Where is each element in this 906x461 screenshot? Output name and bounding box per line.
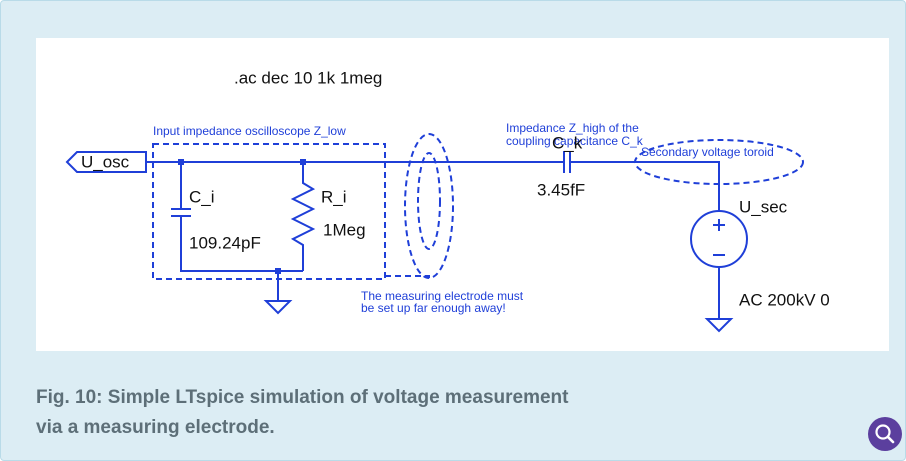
source-signs bbox=[713, 219, 725, 256]
schematic-panel: .ac dec 10 1k 1meg Impedance Z_high of t… bbox=[36, 38, 889, 351]
note: The measuring electrode must bbox=[361, 289, 524, 303]
note: be set up far enough away! bbox=[361, 301, 506, 315]
component-value: 109.24pF bbox=[189, 233, 261, 252]
junction bbox=[275, 268, 281, 274]
junction bbox=[300, 159, 306, 165]
voltage-source bbox=[690, 210, 748, 268]
components bbox=[171, 162, 316, 301]
port-label: U_osc bbox=[81, 152, 130, 171]
ground bbox=[263, 300, 734, 333]
note: coupling capacitance C_k bbox=[506, 134, 644, 148]
zoom-icon bbox=[875, 424, 895, 444]
wire bbox=[146, 161, 720, 319]
schematic: .ac dec 10 1k 1meg Impedance Z_high of t… bbox=[65, 68, 830, 333]
capacitor bbox=[563, 151, 571, 173]
port-flag bbox=[65, 151, 147, 173]
directive: .ac dec 10 1k 1meg bbox=[234, 68, 382, 87]
component-value: 1Meg bbox=[323, 220, 366, 239]
note: Input impedance oscilloscope Z_low bbox=[153, 124, 346, 138]
component-name: R_i bbox=[321, 187, 347, 206]
component-value: AC 200kV 0 bbox=[739, 290, 830, 309]
note: Impedance Z_high of the bbox=[506, 121, 639, 135]
note: Secondary voltage toroid bbox=[641, 145, 774, 159]
secondary-toroid bbox=[634, 139, 804, 185]
caption-line: Fig. 10: Simple LTspice simulation of vo… bbox=[36, 387, 569, 408]
dashed-link bbox=[385, 275, 430, 278]
component-name: U_sec bbox=[739, 197, 788, 216]
caption: Fig. 10: Simple LTspice simulation of vo… bbox=[36, 383, 756, 443]
zoom-button[interactable] bbox=[868, 417, 902, 451]
caption-line: via a measuring electrode. bbox=[36, 417, 275, 438]
junction bbox=[178, 159, 184, 165]
component-name: C_k bbox=[552, 133, 583, 152]
toroid-inner bbox=[417, 152, 441, 250]
component-value: 3.45fF bbox=[537, 180, 585, 199]
component-name: C_i bbox=[189, 187, 215, 206]
z-low-box bbox=[152, 143, 386, 280]
toroid bbox=[404, 133, 454, 279]
